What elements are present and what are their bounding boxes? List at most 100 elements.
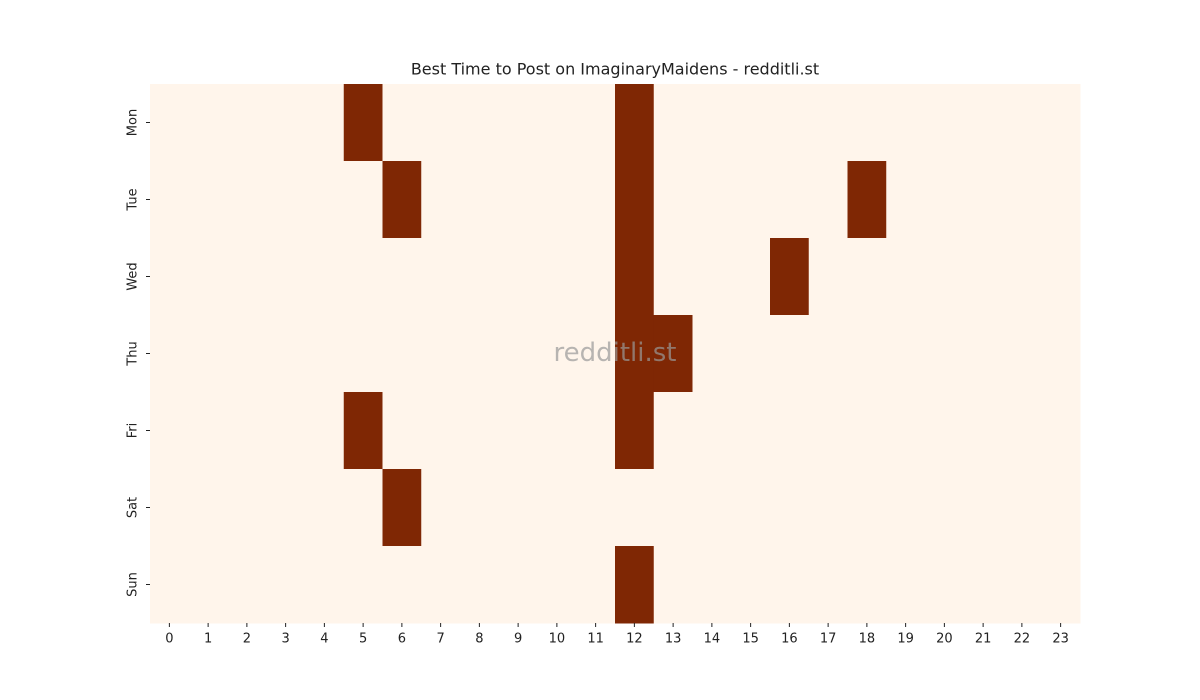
heatmap-cell <box>963 469 1003 547</box>
heatmap-cell <box>615 469 655 547</box>
heatmap-cell <box>1002 161 1042 239</box>
x-tick-label: 2 <box>243 632 251 647</box>
heatmap-cell <box>188 315 228 393</box>
x-tick-label: 22 <box>1014 632 1031 647</box>
heatmap-cell <box>653 546 693 624</box>
heatmap-cell <box>1002 392 1042 470</box>
heatmap-cell <box>963 161 1003 239</box>
heatmap-cell <box>847 315 887 393</box>
y-tick-label: Thu <box>126 341 141 366</box>
heatmap-cell <box>227 392 267 470</box>
heatmap-cell <box>305 315 345 393</box>
watermark: redditli.st <box>554 338 677 368</box>
heatmap-cell <box>653 469 693 547</box>
heatmap-cell <box>343 238 383 316</box>
heatmap-cell <box>150 546 190 624</box>
heatmap-cell <box>421 161 461 239</box>
heatmap-cell <box>925 84 965 162</box>
heatmap-cell <box>343 315 383 393</box>
heatmap-cell <box>847 84 887 162</box>
heatmap-cell <box>150 469 190 547</box>
heatmap-cell <box>770 161 810 239</box>
heatmap-cell <box>460 84 500 162</box>
x-tick-label: 16 <box>781 632 798 647</box>
heatmap-cell <box>847 161 887 239</box>
heatmap-cell <box>498 315 538 393</box>
heatmap-cell <box>576 238 616 316</box>
y-tick-label: Sat <box>126 497 141 518</box>
heatmap-cell <box>1002 238 1042 316</box>
heatmap-cell <box>731 546 771 624</box>
heatmap-cell <box>537 238 577 316</box>
heatmap-cell <box>266 546 306 624</box>
heatmap-cell <box>770 469 810 547</box>
heatmap-cell <box>576 315 616 393</box>
heatmap-cell <box>808 238 848 316</box>
heatmap-cell <box>925 238 965 316</box>
heatmap-cell <box>886 84 926 162</box>
heatmap-cell <box>847 238 887 316</box>
heatmap-cell <box>460 546 500 624</box>
x-tick-label: 15 <box>742 632 759 647</box>
y-tick-label: Sun <box>126 572 141 597</box>
heatmap-cell <box>692 546 732 624</box>
x-tick-label: 19 <box>897 632 914 647</box>
heatmap-cell <box>692 238 732 316</box>
heatmap-cell <box>886 469 926 547</box>
heatmap-cell <box>266 392 306 470</box>
heatmap-cell <box>653 315 693 393</box>
heatmap-cell <box>305 84 345 162</box>
heatmap-cell <box>692 469 732 547</box>
x-tick-label: 7 <box>436 632 444 647</box>
heatmap-cell <box>382 392 422 470</box>
heatmap-cell <box>847 546 887 624</box>
heatmap-cell <box>150 84 190 162</box>
x-tick-label: 18 <box>859 632 876 647</box>
heatmap-cell <box>227 315 267 393</box>
heatmap-cell <box>227 84 267 162</box>
heatmap-cell <box>692 392 732 470</box>
heatmap-cell <box>305 546 345 624</box>
heatmap-cell <box>1041 469 1081 547</box>
heatmap-cell <box>343 84 383 162</box>
heatmap-cell <box>963 238 1003 316</box>
x-tick-label: 14 <box>704 632 721 647</box>
heatmap-cell <box>266 469 306 547</box>
heatmap-cell <box>1002 84 1042 162</box>
heatmap-cell <box>537 84 577 162</box>
heatmap-cell <box>808 84 848 162</box>
heatmap-cell <box>305 161 345 239</box>
heatmap-cell <box>847 469 887 547</box>
heatmap-cell <box>421 546 461 624</box>
heatmap-cell <box>150 161 190 239</box>
heatmap-cell <box>305 392 345 470</box>
heatmap-cell <box>382 469 422 547</box>
heatmap-cell <box>266 161 306 239</box>
y-tick-label: Fri <box>126 423 141 439</box>
heatmap-cell <box>886 238 926 316</box>
heatmap-cell <box>498 238 538 316</box>
heatmap-cell <box>382 546 422 624</box>
heatmap-cell <box>266 238 306 316</box>
heatmap-cell <box>227 238 267 316</box>
x-tick-label: 8 <box>475 632 483 647</box>
heatmap-cell <box>692 315 732 393</box>
heatmap-cell <box>1002 469 1042 547</box>
heatmap-cell <box>731 161 771 239</box>
heatmap-cell <box>460 469 500 547</box>
heatmap-cell <box>1041 84 1081 162</box>
heatmap-cell <box>886 161 926 239</box>
x-tick-label: 10 <box>549 632 566 647</box>
heatmap-cell <box>1041 315 1081 393</box>
heatmap-cell <box>382 161 422 239</box>
heatmap-cell <box>925 315 965 393</box>
heatmap-cell <box>1041 161 1081 239</box>
heatmap-cell <box>770 315 810 393</box>
heatmap-cell <box>421 392 461 470</box>
heatmap-cell <box>770 238 810 316</box>
heatmap-cell <box>770 84 810 162</box>
heatmap-cell <box>460 238 500 316</box>
x-tick-label: 9 <box>514 632 522 647</box>
x-tick-label: 20 <box>936 632 953 647</box>
heatmap-cell <box>421 315 461 393</box>
